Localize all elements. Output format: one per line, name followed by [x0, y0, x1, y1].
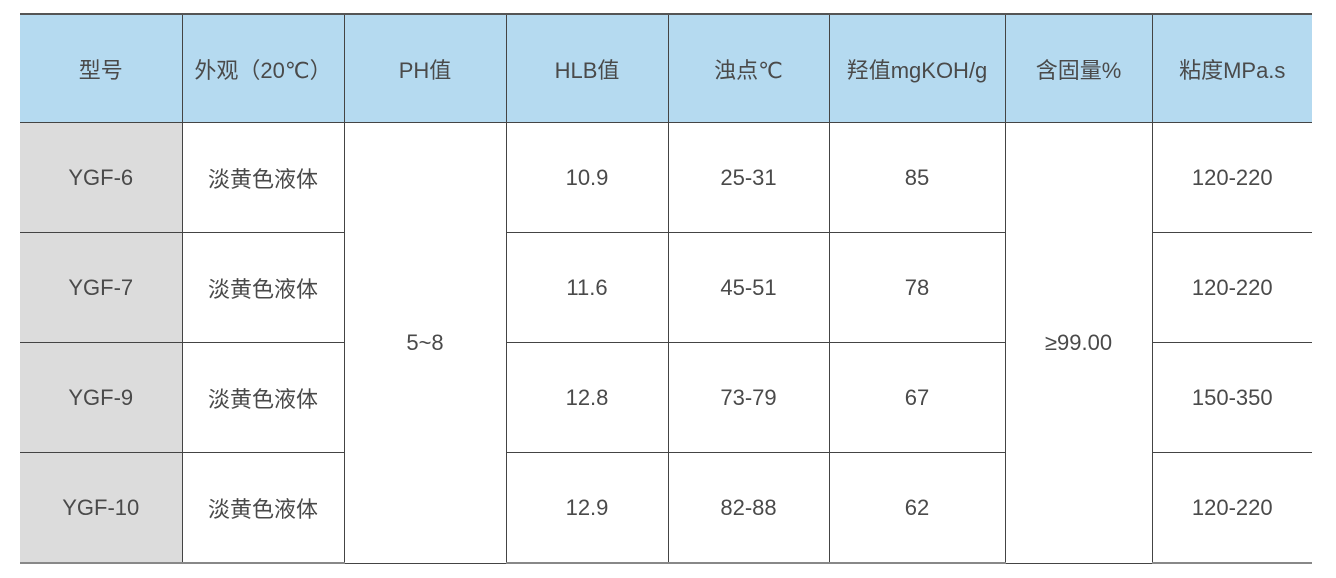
cell-cloud-point: 82-88 [667, 452, 830, 564]
header-model: 型号 [20, 13, 183, 123]
cell-hlb: 12.9 [505, 452, 669, 564]
cell-appearance: 淡黄色液体 [181, 232, 345, 343]
cell-hydroxyl: 85 [828, 122, 1006, 233]
table-row: YGF-10 淡黄色液体 12.9 82-88 62 120-220 [20, 452, 1312, 564]
product-spec-table: 型号 外观（20℃） PH值 HLB值 浊点℃ 羟值mgKOH/g 含固量% 粘… [20, 13, 1312, 564]
cell-hydroxyl: 62 [828, 452, 1006, 564]
header-ph: PH值 [343, 13, 507, 123]
cell-model: YGF-7 [20, 232, 183, 343]
cell-hlb: 10.9 [505, 122, 669, 233]
table-row: YGF-6 淡黄色液体 5~8 10.9 25-31 85 ≥99.00 120… [20, 122, 1312, 564]
cell-ph: 5~8 [343, 122, 507, 564]
cell-cloud-point: 25-31 [667, 122, 830, 233]
header-appearance: 外观（20℃） [181, 13, 345, 123]
header-hlb: HLB值 [505, 13, 669, 123]
cell-viscosity: 120-220 [1151, 232, 1312, 343]
cell-viscosity: 120-220 [1151, 122, 1312, 233]
header-solid-content: 含固量% [1004, 13, 1153, 123]
cell-solid-content: ≥99.00 [1004, 122, 1153, 564]
cell-model: YGF-10 [20, 452, 183, 564]
cell-hydroxyl: 78 [828, 232, 1006, 343]
header-hydroxyl: 羟值mgKOH/g [828, 13, 1006, 123]
cell-hydroxyl: 67 [828, 342, 1006, 453]
cell-model: YGF-6 [20, 122, 183, 233]
cell-cloud-point: 73-79 [667, 342, 830, 453]
cell-model: YGF-9 [20, 342, 183, 453]
cell-appearance: 淡黄色液体 [181, 452, 345, 564]
cell-cloud-point: 45-51 [667, 232, 830, 343]
cell-hlb: 12.8 [505, 342, 669, 453]
cell-appearance: 淡黄色液体 [181, 122, 345, 233]
table-row: YGF-7 淡黄色液体 11.6 45-51 78 120-220 [20, 232, 1312, 343]
table-row: YGF-9 淡黄色液体 12.8 73-79 67 150-350 [20, 342, 1312, 453]
header-cloud-point: 浊点℃ [667, 13, 830, 123]
cell-appearance: 淡黄色液体 [181, 342, 345, 453]
header-viscosity: 粘度MPa.s [1151, 13, 1312, 123]
cell-viscosity: 150-350 [1151, 342, 1312, 453]
header-row: 型号 外观（20℃） PH值 HLB值 浊点℃ 羟值mgKOH/g 含固量% 粘… [20, 13, 1312, 123]
cell-hlb: 11.6 [505, 232, 669, 343]
cell-viscosity: 120-220 [1151, 452, 1312, 564]
